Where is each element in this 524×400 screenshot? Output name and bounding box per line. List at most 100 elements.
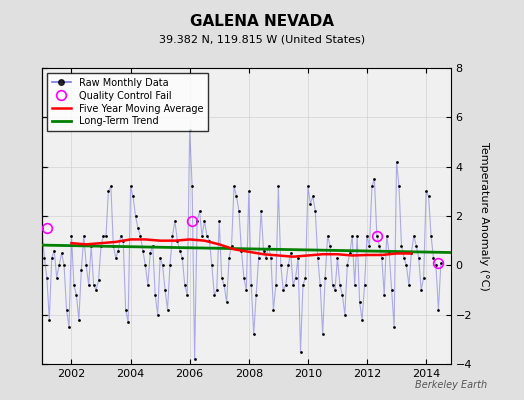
Point [370, 176, 378, 182]
Point [301, 274, 310, 281]
Point [122, 306, 130, 313]
Point [255, 255, 263, 261]
Point [109, 242, 117, 249]
Point [383, 232, 391, 239]
Point [126, 183, 135, 190]
Point [77, 267, 85, 274]
Point [213, 287, 221, 293]
Point [72, 292, 81, 298]
Point [52, 274, 61, 281]
Point [102, 232, 110, 239]
Point [104, 188, 113, 194]
Point [188, 183, 196, 190]
Point [166, 262, 174, 268]
Point [210, 292, 219, 298]
Point [217, 274, 226, 281]
Point [58, 250, 66, 256]
Point [220, 282, 228, 288]
Point [287, 250, 295, 256]
Point [92, 287, 100, 293]
Point [365, 242, 374, 249]
Point [99, 232, 107, 239]
Point [407, 250, 416, 256]
Point [436, 260, 445, 266]
Point [294, 255, 302, 261]
Point [316, 282, 324, 288]
Point [432, 262, 440, 268]
Point [289, 282, 297, 288]
Point [151, 292, 159, 298]
Point [252, 292, 260, 298]
Point [262, 255, 270, 261]
Point [269, 306, 278, 313]
Point [378, 255, 386, 261]
Point [363, 232, 371, 239]
Point [225, 255, 233, 261]
Point [326, 242, 334, 249]
Point [97, 242, 105, 249]
Point [134, 225, 142, 232]
Point [163, 306, 172, 313]
Point [70, 282, 78, 288]
Point [272, 282, 280, 288]
Point [40, 255, 49, 261]
Point [284, 262, 292, 268]
Point [412, 242, 420, 249]
Point [185, 126, 194, 133]
Point [50, 247, 59, 254]
Point [355, 299, 364, 306]
Point [112, 255, 120, 261]
Point [387, 287, 396, 293]
Point [319, 331, 327, 338]
Point [405, 282, 413, 288]
Point [173, 238, 181, 244]
Point [230, 183, 238, 190]
Point [146, 250, 155, 256]
Point [208, 262, 216, 268]
Point [42, 274, 51, 281]
Point [375, 242, 384, 249]
Point [129, 193, 137, 200]
Point [136, 232, 145, 239]
Point [119, 238, 127, 244]
Y-axis label: Temperature Anomaly (°C): Temperature Anomaly (°C) [478, 142, 489, 290]
Point [304, 183, 312, 190]
Point [277, 262, 285, 268]
Point [434, 306, 443, 313]
Point [84, 282, 93, 288]
Point [65, 324, 73, 330]
Point [331, 287, 339, 293]
Point [281, 282, 290, 288]
Point [336, 282, 344, 288]
Point [400, 255, 408, 261]
Point [195, 208, 204, 214]
Point [358, 316, 366, 323]
Point [343, 262, 352, 268]
Text: GALENA NEVADA: GALENA NEVADA [190, 14, 334, 29]
Text: Berkeley Earth: Berkeley Earth [415, 380, 487, 390]
Point [329, 282, 337, 288]
Point [429, 255, 438, 261]
Point [232, 193, 241, 200]
Point [168, 232, 177, 239]
Point [385, 250, 394, 256]
Point [183, 292, 191, 298]
Point [239, 274, 248, 281]
Point [306, 200, 314, 207]
Point [45, 316, 53, 323]
Point [203, 232, 211, 239]
Point [158, 262, 167, 268]
Point [351, 282, 359, 288]
Point [235, 208, 243, 214]
Point [222, 299, 231, 306]
Point [94, 277, 103, 283]
Point [417, 287, 425, 293]
Point [341, 312, 349, 318]
Point [420, 274, 428, 281]
Point [414, 255, 423, 261]
Point [139, 247, 147, 254]
Point [90, 282, 98, 288]
Point [67, 232, 75, 239]
Point [392, 158, 401, 165]
Point [114, 247, 123, 254]
